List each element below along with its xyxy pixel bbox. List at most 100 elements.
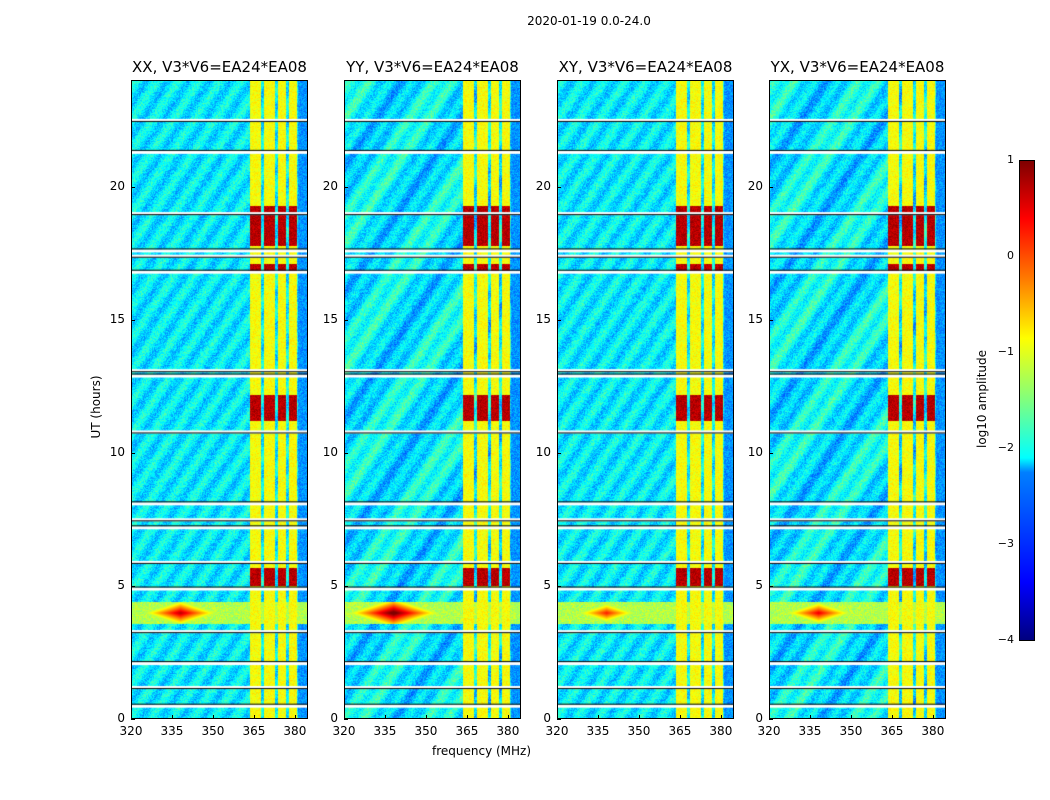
y-tick [769, 186, 773, 188]
y-tick-label: 15 [322, 311, 338, 326]
spectrogram-heatmap [769, 80, 946, 719]
colorbar-tick-label: −1 [997, 345, 1014, 358]
x-tick [891, 715, 893, 719]
y-tick-label: 0 [543, 711, 551, 725]
colorbar-tick-label: −4 [997, 633, 1014, 646]
x-tick-label: 380 [496, 724, 520, 738]
y-tick-label: 5 [543, 577, 551, 592]
y-tick-label: 20 [535, 178, 551, 193]
x-tick-label: 335 [586, 724, 610, 738]
y-tick [769, 585, 773, 587]
y-tick [131, 585, 135, 587]
x-tick [294, 715, 296, 719]
colorbar-tick-label: 0 [1007, 249, 1014, 262]
y-tick-label: 15 [109, 311, 125, 326]
x-tick-label: 350 [414, 724, 438, 738]
y-tick [344, 585, 348, 587]
figure-title: 2020-01-19 0.0-24.0 [527, 14, 651, 28]
x-tick-label: 320 [332, 724, 356, 738]
x-tick [809, 715, 811, 719]
y-tick [769, 319, 773, 321]
y-tick-label: 20 [747, 178, 763, 193]
x-tick [932, 715, 934, 719]
colorbar-label: log10 amplitude [975, 350, 989, 449]
y-tick-label: 10 [322, 444, 338, 459]
panel-title: XX, V3*V6=EA24*EA08 [132, 58, 307, 76]
y-tick [131, 186, 135, 188]
panel-title: XY, V3*V6=EA24*EA08 [558, 58, 733, 76]
y-tick [344, 719, 348, 720]
y-tick [131, 719, 135, 720]
y-tick [769, 719, 773, 720]
y-tick [557, 452, 561, 454]
x-tick [679, 715, 681, 719]
colorbar [1019, 160, 1035, 641]
x-tick-label: 335 [160, 724, 184, 738]
x-tick [384, 715, 386, 719]
x-tick-label: 350 [839, 724, 863, 738]
x-tick [131, 715, 132, 719]
y-axis-label: UT (hours) [89, 375, 103, 439]
x-tick-label: 365 [668, 724, 692, 738]
x-tick-label: 365 [242, 724, 266, 738]
x-tick-label: 320 [757, 724, 781, 738]
panel-2: YY, V3*V6=EA24*EA08 320 335 350 365 380 0 5 10 15… [323, 58, 521, 738]
colorbar-tick-label: −2 [997, 441, 1014, 454]
y-tick-label: 0 [117, 711, 125, 725]
panel-3: XY, V3*V6=EA24*EA08 320 335 350 365 380 0 5 10 15… [536, 58, 734, 738]
y-tick [557, 585, 561, 587]
y-tick-label: 10 [747, 444, 763, 459]
spectrogram-heatmap [557, 80, 734, 719]
x-tick-label: 380 [709, 724, 733, 738]
x-tick [769, 715, 770, 719]
x-tick-label: 320 [545, 724, 569, 738]
x-tick [557, 715, 558, 719]
y-tick-label: 15 [535, 311, 551, 326]
y-tick [131, 452, 135, 454]
y-tick-label: 20 [322, 178, 338, 193]
x-tick [850, 715, 852, 719]
y-tick-label: 10 [535, 444, 551, 459]
y-tick-label: 5 [117, 577, 125, 592]
colorbar-tick-label: 1 [1007, 153, 1014, 166]
x-tick-label: 335 [798, 724, 822, 738]
y-tick-label: 0 [755, 711, 763, 725]
y-tick [557, 319, 561, 321]
x-tick [344, 715, 345, 719]
x-tick-label: 350 [627, 724, 651, 738]
colorbar-tick-label: −3 [997, 537, 1014, 550]
panel-1: XX, V3*V6=EA24*EA08 320 335 350 365 380 0 5 10 15… [110, 58, 308, 738]
x-tick-label: 380 [283, 724, 307, 738]
y-tick-label: 15 [747, 311, 763, 326]
y-tick [344, 319, 348, 321]
panel-4: YX, V3*V6=EA24*EA08 320 335 350 365 380 0 5 10 15… [748, 58, 946, 738]
y-tick-label: 10 [109, 444, 125, 459]
axes-frame [557, 80, 734, 719]
x-tick-label: 365 [880, 724, 904, 738]
x-tick [466, 715, 468, 719]
x-tick [638, 715, 640, 719]
y-tick-label: 20 [109, 178, 125, 193]
y-tick [344, 186, 348, 188]
spectrogram-heatmap [131, 80, 308, 719]
x-tick [425, 715, 427, 719]
x-tick [507, 715, 509, 719]
axes-frame [769, 80, 946, 719]
axes-frame [344, 80, 521, 719]
y-tick [557, 719, 561, 720]
y-tick [769, 452, 773, 454]
x-axis-label: frequency (MHz) [432, 744, 532, 758]
x-tick [212, 715, 214, 719]
y-tick-label: 0 [330, 711, 338, 725]
y-tick [131, 319, 135, 321]
x-tick-label: 350 [201, 724, 225, 738]
x-tick [253, 715, 255, 719]
y-tick [344, 452, 348, 454]
y-tick-label: 5 [755, 577, 763, 592]
x-tick-label: 335 [373, 724, 397, 738]
x-tick [597, 715, 599, 719]
x-tick [720, 715, 722, 719]
spectrogram-heatmap [344, 80, 521, 719]
x-tick-label: 320 [119, 724, 143, 738]
